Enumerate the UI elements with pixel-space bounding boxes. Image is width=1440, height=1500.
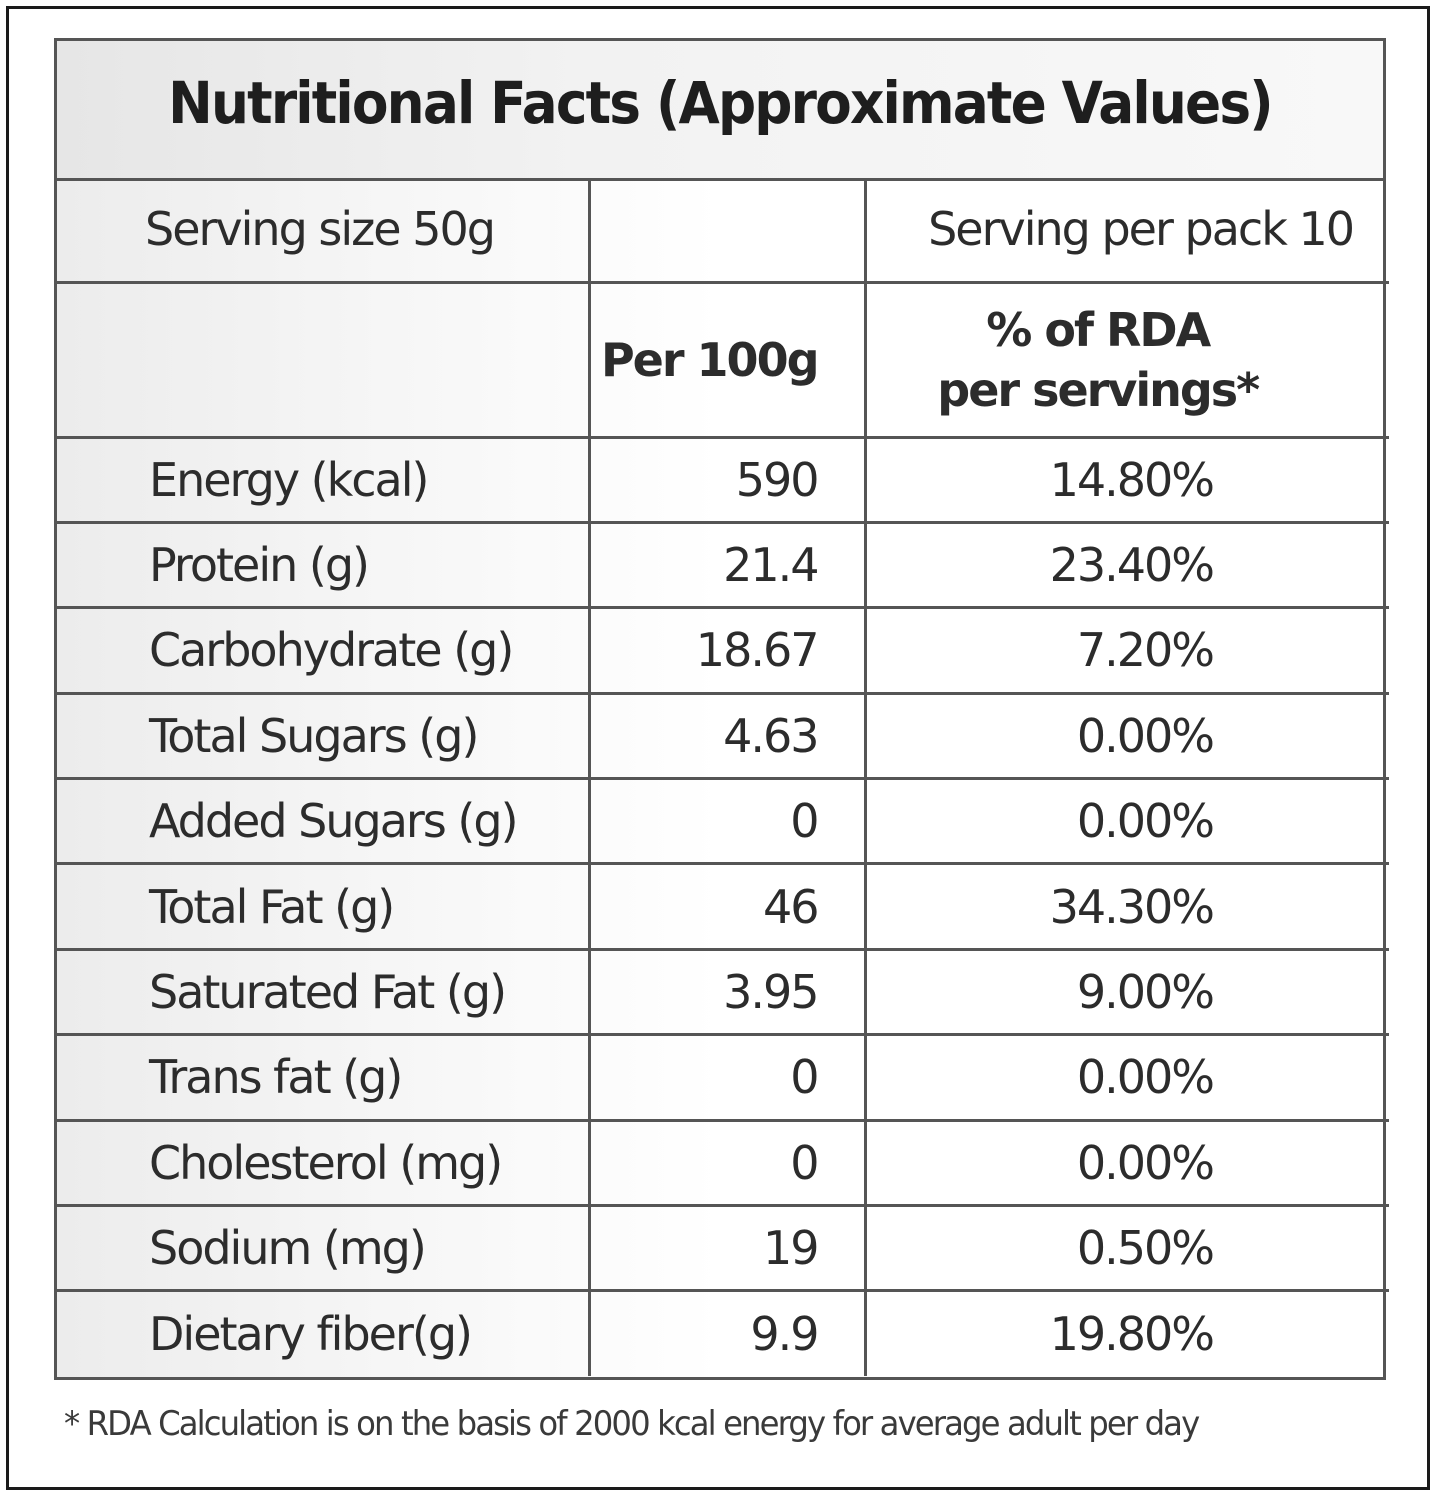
table-row: Added Sugars (g) 0 0.00% bbox=[57, 777, 1389, 866]
column-header-row: Per 100g % of RDA per servings* bbox=[57, 280, 1389, 439]
per-100g-value: 46 bbox=[587, 862, 867, 951]
per-100g-value: 21.4 bbox=[587, 520, 867, 610]
rda-percent: 0.00% bbox=[863, 691, 1389, 781]
rda-percent: 7.20% bbox=[863, 606, 1389, 695]
rda-footnote: * RDA Calculation is on the basis of 200… bbox=[64, 1404, 1200, 1444]
rda-header-line1: % of RDA bbox=[986, 302, 1211, 357]
table-row: Saturated Fat (g) 3.95 9.00% bbox=[57, 947, 1389, 1037]
column-header-per-100g: Per 100g bbox=[587, 280, 867, 439]
per-100g-value: 0 bbox=[587, 1118, 867, 1208]
rda-percent: 0.00% bbox=[863, 1033, 1389, 1122]
nutrient-name: Saturated Fat (g) bbox=[57, 947, 591, 1037]
image-border bbox=[6, 6, 1430, 1490]
table-row: Energy (kcal) 590 14.80% bbox=[57, 435, 1389, 524]
table-row: Protein (g) 21.4 23.40% bbox=[57, 520, 1389, 610]
nutrient-name: Carbohydrate (g) bbox=[57, 606, 591, 695]
per-100g-value: 19 bbox=[587, 1204, 867, 1293]
per-100g-value: 0 bbox=[587, 777, 867, 866]
per-100g-value: 9.9 bbox=[587, 1289, 867, 1377]
table-row: Carbohydrate (g) 18.67 7.20% bbox=[57, 606, 1389, 695]
per-100g-value: 4.63 bbox=[587, 691, 867, 781]
nutrient-name: Dietary fiber(g) bbox=[57, 1289, 591, 1377]
table-row: Dietary fiber(g) 9.9 19.80% bbox=[57, 1289, 1389, 1377]
nutrient-name: Added Sugars (g) bbox=[57, 777, 591, 866]
nutrition-table: Serving size 50g Serving per pack 10 Per… bbox=[57, 178, 1389, 1377]
per-100g-value: 3.95 bbox=[587, 947, 867, 1037]
nutrition-title: Nutritional Facts (Approximate Values) bbox=[168, 69, 1273, 137]
per-100g-value: 0 bbox=[587, 1033, 867, 1122]
rda-percent: 0.00% bbox=[863, 1118, 1389, 1208]
nutrient-name: Sodium (mg) bbox=[57, 1204, 591, 1293]
rda-percent: 14.80% bbox=[863, 435, 1389, 524]
rda-percent: 9.00% bbox=[863, 947, 1389, 1037]
table-row: Cholesterol (mg) 0 0.00% bbox=[57, 1118, 1389, 1208]
servings-per-pack: Serving per pack 10 bbox=[863, 178, 1389, 284]
rda-percent: 0.00% bbox=[863, 777, 1389, 866]
title-row: Nutritional Facts (Approximate Values) bbox=[57, 41, 1383, 181]
per-100g-value: 590 bbox=[587, 435, 867, 524]
serving-row-empty-cell bbox=[587, 178, 867, 284]
nutrient-name: Trans fat (g) bbox=[57, 1033, 591, 1122]
nutrient-name: Protein (g) bbox=[57, 520, 591, 610]
nutrient-name: Total Sugars (g) bbox=[57, 691, 591, 781]
header-empty-cell bbox=[57, 280, 591, 439]
table-row: Total Fat (g) 46 34.30% bbox=[57, 862, 1389, 951]
rda-percent: 23.40% bbox=[863, 520, 1389, 610]
serving-row: Serving size 50g Serving per pack 10 bbox=[57, 178, 1389, 284]
rda-percent: 0.50% bbox=[863, 1204, 1389, 1293]
table-row: Sodium (mg) 19 0.50% bbox=[57, 1204, 1389, 1293]
per-100g-value: 18.67 bbox=[587, 606, 867, 695]
nutrient-name: Cholesterol (mg) bbox=[57, 1118, 591, 1208]
rda-percent: 19.80% bbox=[863, 1289, 1389, 1377]
nutrient-name: Energy (kcal) bbox=[57, 435, 591, 524]
serving-size: Serving size 50g bbox=[57, 178, 591, 284]
nutrient-name: Total Fat (g) bbox=[57, 862, 591, 951]
column-header-rda: % of RDA per servings* bbox=[863, 280, 1389, 439]
rda-header-line2: per servings* bbox=[937, 362, 1260, 417]
nutrition-facts-panel: Nutritional Facts (Approximate Values) S… bbox=[54, 38, 1389, 1380]
rda-percent: 34.30% bbox=[863, 862, 1389, 951]
table-row: Trans fat (g) 0 0.00% bbox=[57, 1033, 1389, 1122]
table-row: Total Sugars (g) 4.63 0.00% bbox=[57, 691, 1389, 781]
